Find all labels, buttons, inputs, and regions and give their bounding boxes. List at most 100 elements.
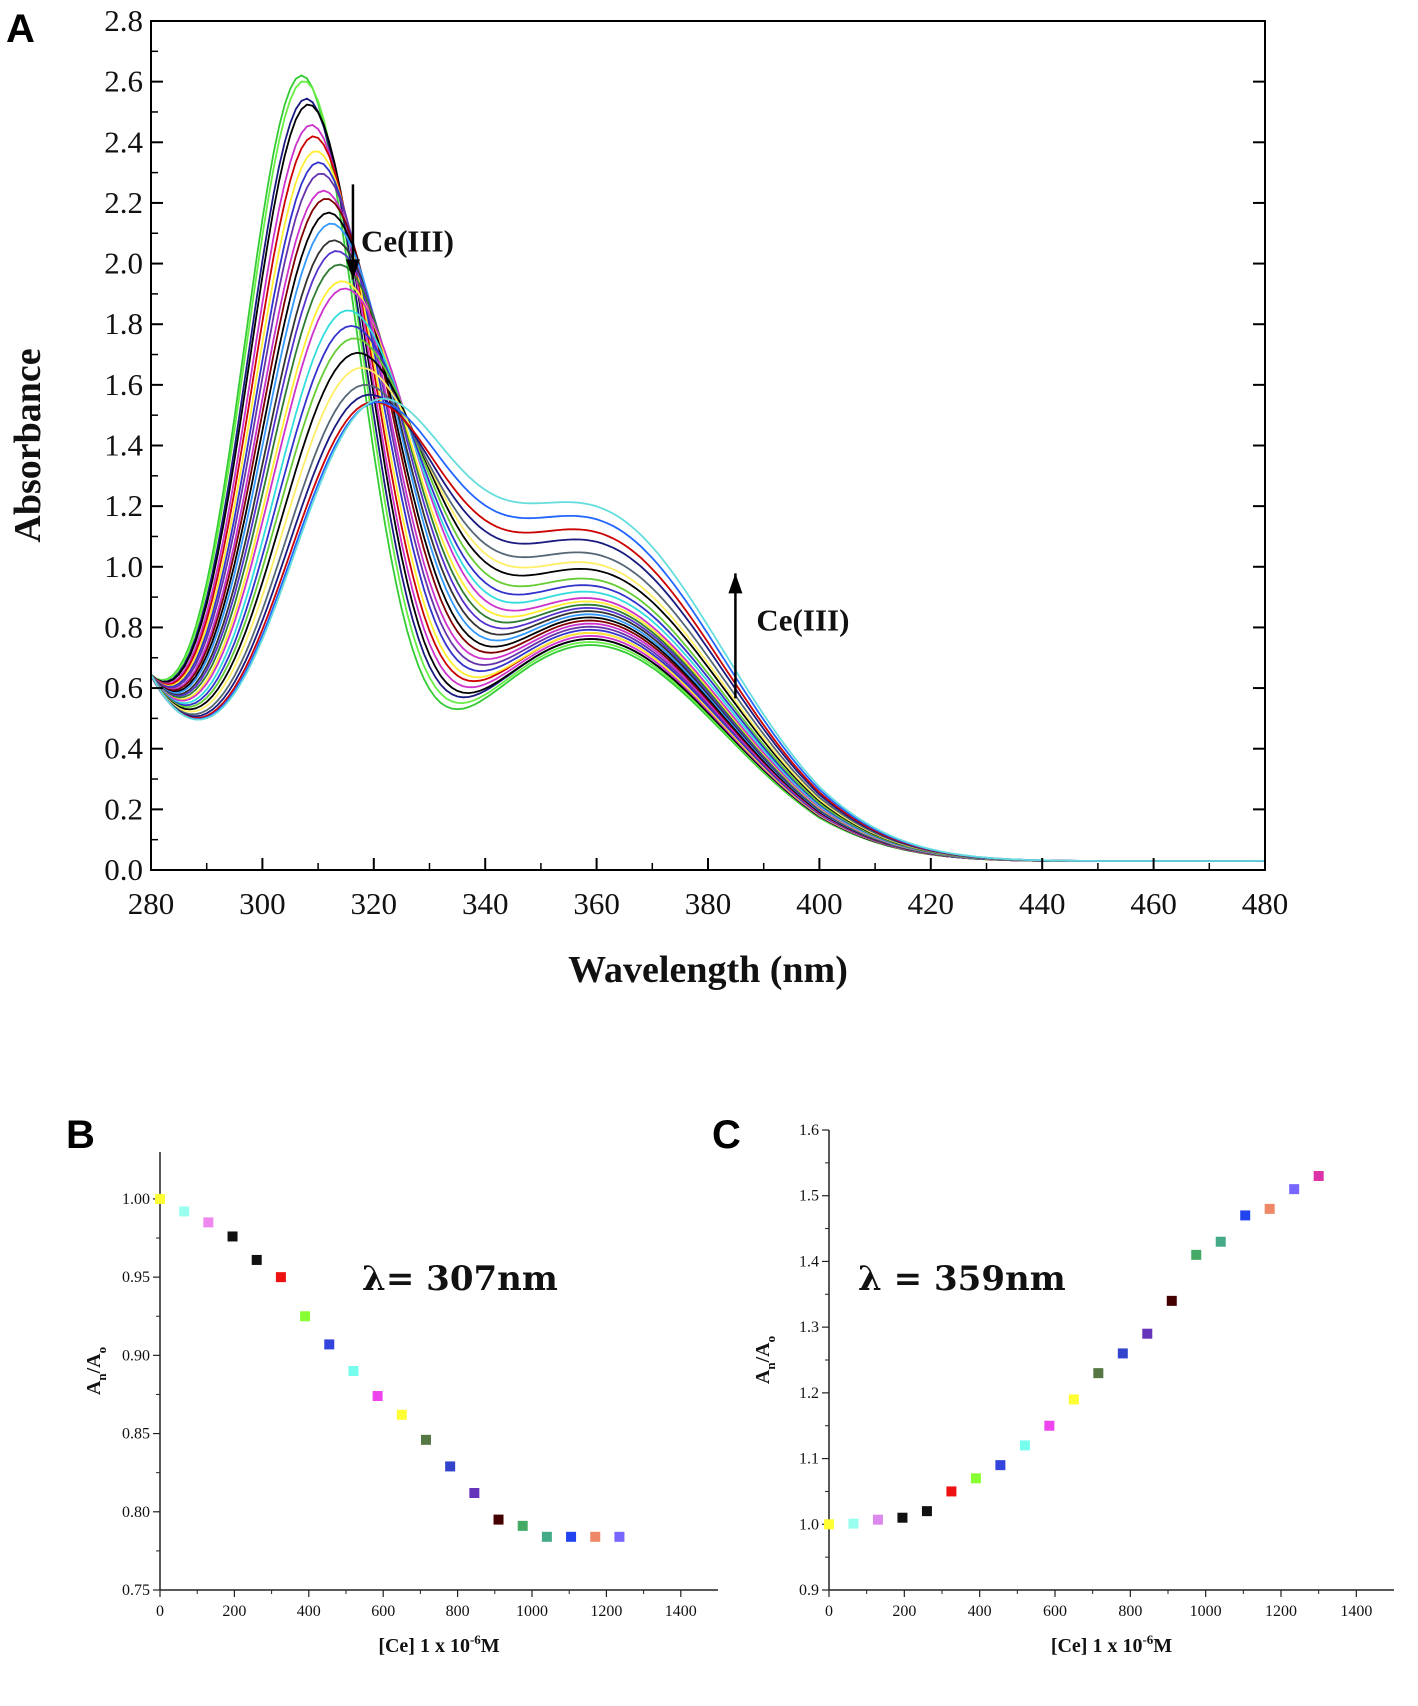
y-axis-label-b-sub1: n: [94, 1373, 109, 1381]
annotation-arrow-head: [345, 259, 360, 280]
spectrum-line: [150, 401, 1265, 862]
spectrum-line: [150, 80, 1265, 862]
y-tick-label: 0.75: [122, 1582, 150, 1599]
y-axis-label-c-main: A: [752, 1369, 774, 1384]
x-tick-label-a: 480: [1242, 886, 1289, 921]
x-tick-label-a: 460: [1130, 886, 1177, 921]
y-axis-label-c-sub1: n: [763, 1362, 778, 1370]
y-tick-label: 1.3: [799, 1319, 819, 1336]
y-tick-label-a: 1.6: [104, 367, 143, 402]
spectrum-line: [150, 135, 1265, 862]
data-point: [203, 1217, 214, 1228]
data-point: [1215, 1236, 1226, 1247]
axes-c: 0 200 400 600 800 1000 1200 1400 0.9 1.0 1.1 1.2 1.3…: [799, 1122, 1394, 1620]
spectrum-line: [150, 97, 1265, 862]
y-tick-label: 0.85: [122, 1426, 150, 1443]
x-tick-label: 200: [222, 1603, 246, 1620]
x-tick-label: 1000: [1190, 1603, 1222, 1620]
x-tick-label: 800: [446, 1603, 470, 1620]
data-point: [179, 1206, 190, 1217]
spectrum-line: [150, 309, 1265, 862]
x-tick-label: 600: [371, 1603, 395, 1620]
y-tick-label-a: 1.8: [104, 306, 143, 341]
panel-letter-b: B: [66, 1113, 95, 1157]
annotation-arrow-head: [728, 573, 743, 594]
spectrum-line: [150, 366, 1265, 862]
x-tick-label-a: 280: [128, 886, 175, 921]
data-points-c: [824, 1171, 1324, 1530]
panel-c-ratio-359: 0 200 400 600 800 1000 1200 1400 0.9 1.0 1.1 1.2 1.3…: [752, 1122, 1394, 1657]
data-point: [541, 1531, 552, 1542]
data-point: [420, 1434, 431, 1445]
data-point: [897, 1512, 908, 1523]
axes-b: 0 200 400 600 800 1000 1200 1400 0.75 0.80 0.85 0.9…: [122, 1152, 718, 1620]
x-tick-label-a: 300: [239, 886, 286, 921]
x-axis-label-c-main: [Ce] 1 x 10: [1051, 1635, 1143, 1657]
data-point: [1068, 1394, 1079, 1405]
data-point: [469, 1488, 480, 1499]
data-point: [995, 1460, 1006, 1471]
x-tick-label-a: 320: [351, 886, 398, 921]
data-point: [1093, 1368, 1104, 1379]
data-point: [1044, 1420, 1055, 1431]
y-tick-label: 0.80: [122, 1504, 150, 1521]
y-tick-label-a: 2.4: [104, 124, 143, 159]
spectra-curves: [150, 74, 1265, 862]
y-tick-label: 0.95: [122, 1269, 150, 1286]
data-point: [566, 1531, 577, 1542]
y-tick-label-a: 1.2: [104, 488, 143, 523]
spectrum-line: [150, 250, 1265, 862]
x-tick-label-a: 360: [573, 886, 620, 921]
x-tick-label-a: 340: [462, 886, 509, 921]
y-axis-label-a: Absorbance: [7, 348, 49, 542]
spectrum-line: [150, 351, 1265, 862]
x-tick-label: 800: [1118, 1603, 1142, 1620]
y-tick-label-a: 1.0: [104, 549, 143, 584]
data-point: [445, 1461, 456, 1472]
x-axis-label-c: [Ce] 1 x 10-6M: [1051, 1632, 1172, 1657]
y-tick-label-a: 0.2: [104, 791, 143, 826]
data-point: [324, 1339, 335, 1350]
y-tick-label-a: 0.8: [104, 609, 143, 644]
wavelength-annotation-b: λ= 307nm: [362, 1259, 558, 1299]
data-point: [227, 1231, 238, 1242]
data-point: [824, 1519, 834, 1530]
y-tick-label-a: 1.4: [104, 428, 143, 463]
panel-a-spectra: 280 300 320 340 360 380 400 420 440 460 480 0.0 0.2 0…: [7, 3, 1288, 991]
data-point: [275, 1272, 286, 1283]
data-point: [946, 1486, 957, 1497]
y-tick-label-a: 0.6: [104, 670, 143, 705]
data-point: [848, 1518, 859, 1529]
x-axis-label-b-main: [Ce] 1 x 10: [378, 1635, 470, 1657]
data-point: [1019, 1440, 1030, 1451]
x-axis-label-c-exp: -6: [1142, 1632, 1153, 1647]
data-points-b: [155, 1193, 625, 1542]
data-point: [348, 1366, 359, 1376]
x-axis-label-b-exp: -6: [470, 1632, 481, 1647]
y-axis-label-b-sub2: o: [94, 1347, 109, 1354]
y-tick-label-a: 2.2: [104, 185, 143, 220]
spectrum-line: [150, 263, 1265, 862]
spectrum-line: [150, 397, 1265, 862]
x-tick-label-a: 380: [685, 886, 732, 921]
panel-letter-c: C: [712, 1113, 741, 1157]
x-tick-label-a: 440: [1019, 886, 1066, 921]
x-tick-label: 400: [968, 1603, 992, 1620]
data-point: [614, 1531, 625, 1542]
data-point: [872, 1514, 883, 1525]
x-axis-label-c-unit: M: [1153, 1635, 1172, 1657]
wavelength-annotation-c: λ = 359nm: [858, 1259, 1066, 1299]
spectrum-line: [150, 383, 1265, 862]
y-tick-label: 0.9: [799, 1582, 819, 1599]
x-axis-label-a: Wavelength (nm): [568, 949, 848, 991]
data-point: [1191, 1249, 1202, 1260]
x-tick-label: 1000: [516, 1603, 548, 1620]
y-tick-label-a: 0.4: [104, 731, 143, 766]
spectrum-line: [150, 400, 1265, 862]
y-tick-label: 1.2: [799, 1385, 819, 1402]
x-axis-label-b: [Ce] 1 x 10-6M: [378, 1632, 499, 1657]
data-point: [493, 1514, 504, 1525]
y-tick-label: 1.4: [799, 1253, 819, 1270]
spectrum-line: [150, 239, 1265, 862]
